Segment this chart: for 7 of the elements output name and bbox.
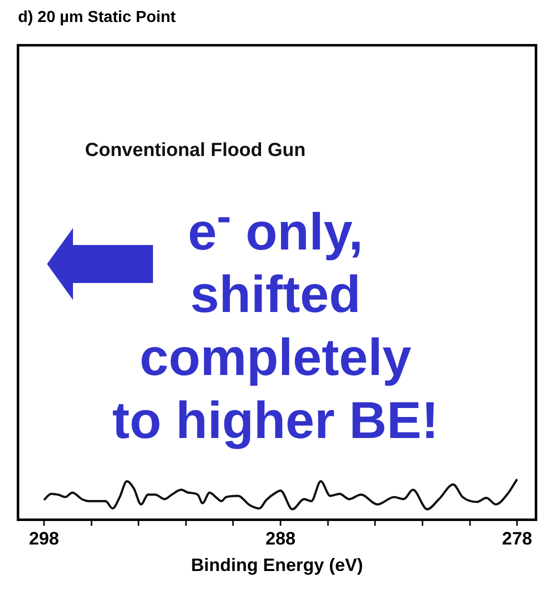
text: Conventional Flood Gun (85, 140, 306, 162)
x-tick-label: 298 (28, 528, 60, 549)
chart-title: d) 20 µm Static Point (18, 9, 176, 26)
x-tick-label: 278 (502, 528, 532, 549)
x-tick-label: 288 (266, 528, 296, 549)
text: e$^{-}$ only, shifted completely to higher BE! (111, 192, 440, 452)
x-axis-title: Binding Energy (eV) (190, 555, 364, 576)
